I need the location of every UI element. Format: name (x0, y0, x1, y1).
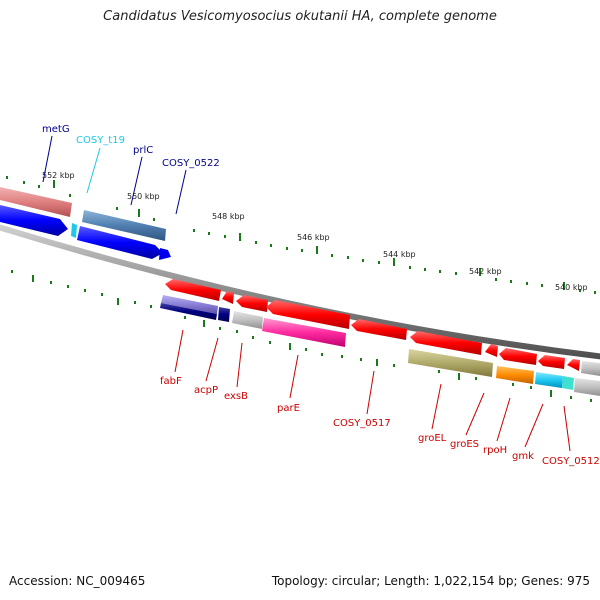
gene-label-rpoH: rpoH (483, 445, 507, 456)
callout-lines-bottom (174, 329, 571, 452)
feature-rpoH (499, 348, 537, 365)
feature-COSY_0522 (159, 248, 171, 260)
feature-parE (266, 300, 350, 329)
feature-groEL-cog (408, 349, 493, 377)
feature-exsB-cog (232, 311, 263, 329)
feature-metG (0, 205, 68, 236)
feature-acpP (222, 291, 234, 304)
feature-metG-cog (0, 187, 72, 217)
feature-fabF-cog2 (160, 303, 217, 320)
features-top-strand (0, 187, 171, 260)
feature-rpoH-cog (496, 366, 534, 384)
gene-label-metG: metG (42, 124, 70, 135)
feature-acpP-cog (218, 307, 230, 322)
features-bottom-strand (160, 279, 600, 396)
feature-groES (485, 344, 498, 357)
gene-label-COSY_t19: COSY_t19 (76, 135, 125, 146)
feature-gmk (538, 355, 565, 369)
feature-fabF-cog (161, 295, 218, 314)
feature-prlC (77, 226, 163, 259)
feature-COSY_0512-next (581, 361, 600, 376)
feature-parE-cog (262, 318, 346, 347)
feature-COSY_0512-cog (562, 376, 574, 390)
gene-labels-top: metG COSY_t19 prlC COSY_0522 (42, 124, 220, 169)
scale-label: 544 kbp (383, 250, 416, 259)
feature-groEL (410, 331, 482, 355)
gene-label-COSY_0517: COSY_0517 (333, 418, 391, 429)
gene-label-exsB: exsB (224, 391, 248, 402)
scale-label: 552 kbp (42, 171, 75, 180)
topology-text: Topology: circular; Length: 1,022,154 bp… (271, 574, 590, 588)
gene-label-gmk: gmk (512, 451, 534, 462)
scale-ticks-inner (11, 270, 592, 402)
feature-exsB (236, 295, 268, 312)
scale-label: 542 kbp (469, 267, 502, 276)
feature-COSY_0512 (567, 359, 580, 371)
gene-label-COSY_0512: COSY_0512 (542, 456, 600, 467)
feature-fabF (165, 279, 221, 301)
feature-COSY_0517 (351, 319, 407, 340)
feature-COSY_0512-cog2 (574, 378, 600, 396)
gene-label-prlC: prlC (133, 145, 153, 156)
scale-label: 546 kbp (297, 233, 330, 242)
scale-label: 540 kbp (555, 283, 588, 292)
gene-label-COSY_0522: COSY_0522 (162, 158, 220, 169)
feature-COSY_t19 (71, 223, 77, 238)
scale-labels: 552 kbp 550 kbp 548 kbp 546 kbp 544 kbp … (42, 171, 588, 292)
feature-prlC-cog (82, 210, 166, 241)
gene-label-groES: groES (450, 439, 479, 450)
feature-gmk-cog (535, 372, 563, 388)
scale-ticks-outer (6, 176, 596, 294)
gene-label-groEL: groEL (418, 433, 447, 444)
map-title: Candidatus Vesicomyosocius okutanii HA, … (103, 9, 497, 24)
callout-lines-top (42, 135, 187, 215)
gene-label-parE: parE (277, 403, 300, 414)
gene-labels-bottom: fabF acpP exsB parE COSY_0517 groEL groE… (160, 376, 600, 467)
scale-label: 548 kbp (212, 212, 245, 221)
gene-label-fabF: fabF (160, 376, 182, 387)
gene-label-acpP: acpP (194, 385, 218, 396)
accession-text: Accession: NC_009465 (9, 574, 146, 588)
scale-label: 550 kbp (127, 192, 160, 201)
